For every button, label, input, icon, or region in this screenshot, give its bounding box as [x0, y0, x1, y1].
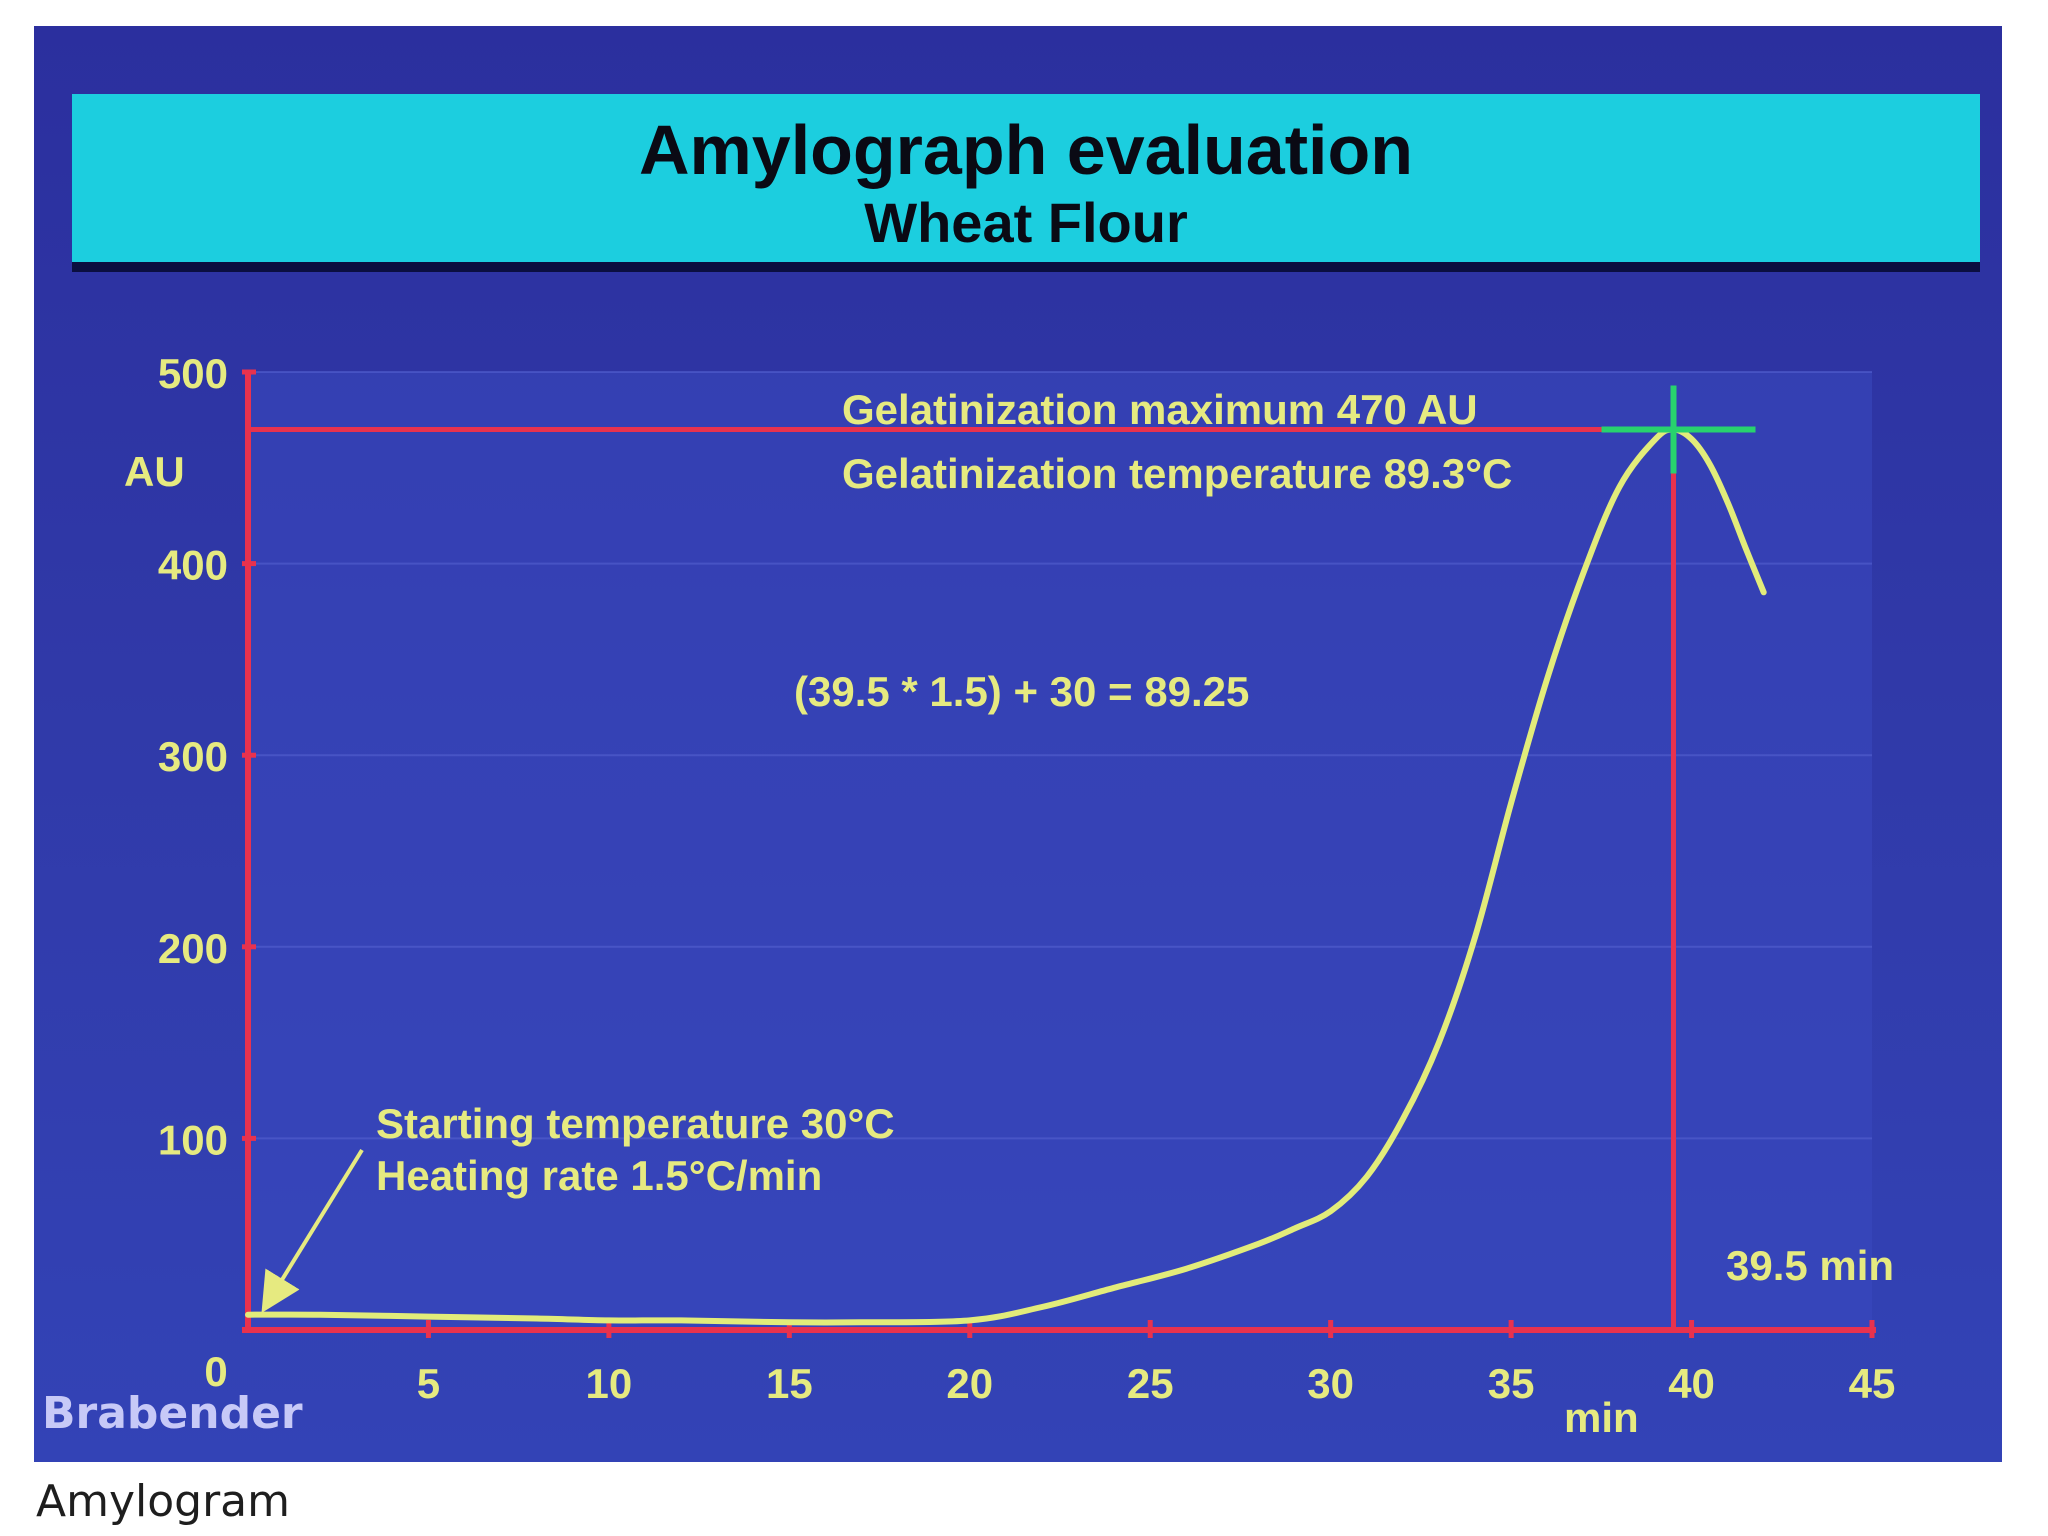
x-tick-label: 25 — [1127, 1360, 1174, 1407]
peak-marker-icon — [1601, 385, 1756, 474]
peak-guide-lines — [248, 426, 1677, 1330]
axes — [242, 372, 1876, 1333]
y-tick-label: 500 — [158, 350, 228, 397]
title-banner: Amylograph evaluation Wheat Flour — [72, 94, 1980, 262]
y-tick-label: 200 — [158, 925, 228, 972]
annotation-gelatinization-temp: Gelatinization temperature 89.3°C — [842, 450, 1512, 497]
x-tick-label: 10 — [586, 1360, 633, 1407]
x-tick-label: 35 — [1488, 1360, 1535, 1407]
x-axis-label: min — [1564, 1394, 1639, 1441]
chart-subtitle: Wheat Flour — [864, 191, 1188, 254]
annotation-start-temp: Starting temperature 30°C — [376, 1100, 895, 1147]
brabender-logo: Brabender — [42, 1388, 303, 1439]
x-tick-label: 45 — [1849, 1360, 1896, 1407]
annotation-heating-rate: Heating rate 1.5°C/min — [376, 1152, 822, 1199]
start-arrow — [261, 1148, 364, 1314]
gridlines — [248, 371, 1872, 1140]
y-tick-label: 400 — [158, 542, 228, 589]
x-tick-label: 5 — [417, 1360, 440, 1407]
x-tick-labels: 0 5 10 15 20 25 30 35 40 45 — [204, 1348, 1895, 1407]
annotation-peak-time: 39.5 min — [1726, 1242, 1894, 1289]
x-tick-label: 0 — [204, 1348, 227, 1395]
y-tick-label: 100 — [158, 1116, 228, 1163]
annotation-formula: (39.5 * 1.5) + 30 = 89.25 — [794, 668, 1249, 715]
figure-caption: Amylogram — [36, 1476, 290, 1527]
y-axis-label: AU — [124, 448, 185, 495]
x-tick-label: 40 — [1668, 1360, 1715, 1407]
x-tick-label: 20 — [946, 1360, 993, 1407]
y-tick-label: 300 — [158, 733, 228, 780]
annotation-gelatinization-max: Gelatinization maximum 470 AU — [842, 386, 1478, 433]
chart-title: Amylograph evaluation — [638, 111, 1414, 189]
x-tick-label: 30 — [1307, 1360, 1354, 1407]
y-tick-labels: 100 200 300 400 500 — [158, 350, 228, 1163]
x-tick-label: 15 — [766, 1360, 813, 1407]
